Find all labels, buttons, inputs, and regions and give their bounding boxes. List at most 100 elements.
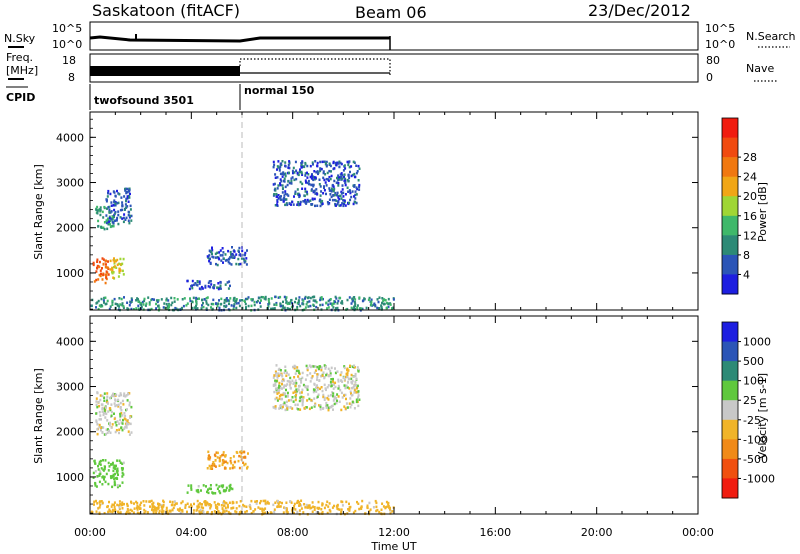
power-cell (165, 302, 168, 306)
velocity-cell (358, 398, 361, 401)
power-cell (113, 200, 116, 204)
velocity-cell (161, 507, 164, 510)
velocity-cell (321, 502, 324, 505)
power-colorbar-segment (722, 254, 738, 275)
velocity-cell (118, 507, 121, 511)
power-cell (304, 172, 307, 175)
velocity-cell (240, 455, 242, 458)
power-cell (280, 304, 283, 308)
power-cell (341, 188, 344, 191)
velocity-cell (337, 507, 340, 511)
velocity-cell (327, 398, 330, 401)
velocity-cell (208, 464, 211, 468)
velocity-colorbar-tick-label: -1000 (743, 472, 775, 485)
velocity-cell (196, 499, 199, 503)
velocity-cell (103, 410, 106, 413)
velocity-colorbar-segment (722, 322, 738, 343)
power-cell (113, 213, 116, 217)
velocity-cell (323, 364, 326, 367)
velocity-cell (277, 374, 280, 377)
power-cell (119, 269, 122, 272)
power-cell (300, 164, 303, 167)
velocity-cell (301, 388, 304, 392)
velocity-cell (96, 428, 99, 431)
velocity-cell (129, 508, 132, 512)
power-cell (199, 287, 202, 291)
time-tick-label: 00:00 (74, 526, 106, 539)
velocity-cell (281, 501, 283, 505)
velocity-cell (123, 412, 126, 415)
power-cell (214, 252, 217, 256)
velocity-cell (337, 384, 340, 388)
velocity-cell (122, 403, 125, 406)
velocity-cell (357, 502, 360, 505)
power-cell (95, 208, 98, 211)
velocity-colorbar-segment (722, 400, 738, 421)
velocity-cell (179, 511, 182, 515)
power-cell (198, 297, 200, 300)
velocity-cell (296, 366, 299, 369)
velocity-cell (306, 388, 309, 391)
power-cell (304, 297, 306, 300)
velocity-cell (198, 510, 201, 513)
velocity-cell (99, 472, 102, 476)
velocity-cell (218, 464, 221, 467)
velocity-cell (99, 470, 102, 473)
velocity-cell (300, 499, 303, 502)
velocity-cell (286, 379, 289, 383)
power-cell (222, 257, 225, 260)
power-cell (228, 262, 231, 265)
velocity-cell (332, 387, 335, 390)
power-cell (208, 280, 211, 283)
power-cell (105, 270, 108, 273)
power-colorbar-segment (722, 196, 738, 217)
power-cell (336, 203, 339, 206)
velocity-cell (118, 484, 121, 488)
power-cell (181, 298, 184, 301)
power-cell (232, 253, 235, 257)
power-cell (338, 160, 341, 163)
velocity-cell (308, 407, 311, 411)
velocity-cell (109, 509, 111, 513)
power-cell (320, 296, 323, 299)
power-cell (341, 184, 344, 187)
power-cell (300, 162, 303, 165)
power-cell (289, 300, 292, 304)
velocity-cell (162, 504, 165, 507)
velocity-cell (121, 428, 124, 432)
power-cell (319, 298, 322, 302)
velocity-cell (106, 392, 109, 395)
velocity-cell (108, 465, 111, 468)
power-cell (347, 161, 350, 164)
velocity-cell (293, 505, 296, 508)
power-cell (132, 308, 135, 311)
power-cell (231, 246, 233, 249)
power-cell (195, 304, 197, 308)
power-cell (331, 304, 334, 307)
velocity-cell (289, 381, 292, 385)
power-cell (137, 298, 139, 301)
power-cell (115, 219, 118, 222)
velocity-cell (204, 500, 207, 503)
power-cell (286, 307, 289, 310)
velocity-cell (306, 385, 309, 388)
velocity-cell (235, 507, 238, 510)
velocity-cell (208, 503, 211, 506)
power-cell (126, 190, 129, 194)
power-cell (150, 307, 153, 311)
velocity-cell (99, 463, 102, 466)
power-cell (300, 171, 303, 175)
velocity-cell (285, 507, 288, 510)
velocity-cell (325, 503, 328, 507)
velocity-cell (333, 504, 335, 508)
velocity-cell (225, 486, 228, 490)
velocity-cell (320, 386, 323, 389)
velocity-cell (98, 404, 101, 408)
velocity-cell (274, 397, 277, 401)
velocity-cell (273, 406, 276, 409)
power-cell (354, 190, 357, 193)
velocity-cell (353, 364, 356, 367)
power-cell (292, 171, 294, 175)
velocity-cell (209, 467, 212, 470)
velocity-cell (340, 500, 343, 503)
